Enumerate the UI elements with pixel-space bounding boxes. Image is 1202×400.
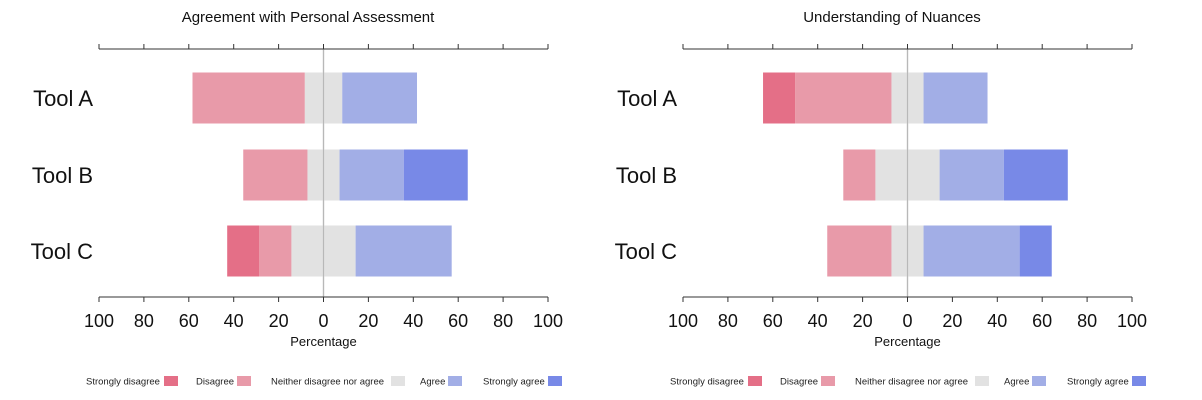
x-tick-label: 100: [668, 311, 698, 331]
x-tick-label: 60: [448, 311, 468, 331]
bar-strongly-disagree-tool-c: [227, 225, 260, 277]
category-label: Tool B: [616, 163, 677, 188]
bar-agree-tool-b: [939, 149, 1004, 201]
legend-label: Strongly agree: [483, 377, 545, 388]
legend-swatch-neutral: [391, 376, 405, 386]
legend-label: Neither disagree nor agree: [855, 377, 968, 388]
x-axis-label: Percentage: [290, 334, 357, 349]
x-tick-label: 40: [403, 311, 423, 331]
x-tick-label: 60: [763, 311, 783, 331]
bar-disagree-tool-a: [192, 72, 305, 124]
legend-swatch-strongly-disagree: [748, 376, 762, 386]
bar-agree-tool-c: [923, 225, 1020, 277]
x-axis-label: Percentage: [874, 334, 941, 349]
x-tick-label: 20: [269, 311, 289, 331]
x-tick-label: 20: [942, 311, 962, 331]
x-tick-label: 80: [493, 311, 513, 331]
x-tick-label: 0: [318, 311, 328, 331]
bar-disagree-tool-c: [827, 225, 892, 277]
legend: Strongly disagree Disagree Neither disagre…: [86, 376, 562, 388]
chart-panel-2: Understanding of Nuances Tool A Tool B Tool…: [615, 9, 1147, 388]
legend-swatch-agree: [448, 376, 462, 386]
bar-agree-tool-a: [342, 72, 418, 124]
bar-strongly-agree-tool-b: [1003, 149, 1068, 201]
x-tick-label: 0: [902, 311, 912, 331]
category-label: Tool A: [33, 86, 93, 111]
x-tick-label: 40: [808, 311, 828, 331]
x-tick-label: 20: [358, 311, 378, 331]
legend: Strongly disagree Disagree Neither disagre…: [670, 376, 1146, 388]
x-tick-label: 80: [134, 311, 154, 331]
x-tick-label: 100: [533, 311, 563, 331]
x-tick-label: 100: [84, 311, 114, 331]
legend-swatch-disagree: [821, 376, 835, 386]
legend-label: Strongly disagree: [670, 377, 744, 388]
legend-swatch-strongly-agree: [1132, 376, 1146, 386]
chart-title: Understanding of Nuances: [803, 9, 981, 26]
legend-label: Agree: [420, 377, 445, 388]
bar-disagree-tool-a: [795, 72, 892, 124]
legend-label: Disagree: [196, 377, 234, 388]
legend-swatch-agree: [1032, 376, 1046, 386]
bar-disagree-tool-c: [259, 225, 292, 277]
bar-disagree-tool-b: [243, 149, 308, 201]
x-tick-label: 40: [224, 311, 244, 331]
x-tick-label: 60: [179, 311, 199, 331]
chart-panel-1: Agreement with Personal Assessment Tool A…: [31, 9, 563, 388]
category-label: Tool C: [615, 239, 677, 264]
x-tick-label: 60: [1032, 311, 1052, 331]
x-tick-label: 20: [853, 311, 873, 331]
bar-agree-tool-a: [923, 72, 988, 124]
legend-label: Neither disagree nor agree: [271, 377, 384, 388]
x-tick-label: 80: [718, 311, 738, 331]
x-tick-label: 100: [1117, 311, 1147, 331]
bar-agree-tool-c: [355, 225, 452, 277]
bar-strongly-disagree-tool-a: [763, 72, 796, 124]
category-label: Tool C: [31, 239, 93, 264]
legend-label: Disagree: [780, 377, 818, 388]
chart-title: Agreement with Personal Assessment: [182, 9, 435, 26]
bar-disagree-tool-b: [843, 149, 876, 201]
category-label: Tool A: [617, 86, 677, 111]
x-tick-label: 80: [1077, 311, 1097, 331]
legend-label: Strongly disagree: [86, 377, 160, 388]
category-label: Tool B: [32, 163, 93, 188]
legend-label: Agree: [1004, 377, 1029, 388]
legend-swatch-neutral: [975, 376, 989, 386]
legend-swatch-strongly-disagree: [164, 376, 178, 386]
x-tick-label: 40: [987, 311, 1007, 331]
legend-swatch-disagree: [237, 376, 251, 386]
legend-swatch-strongly-agree: [548, 376, 562, 386]
bar-strongly-agree-tool-c: [1019, 225, 1052, 277]
bar-strongly-agree-tool-b: [403, 149, 468, 201]
legend-label: Strongly agree: [1067, 377, 1129, 388]
bar-agree-tool-b: [339, 149, 404, 201]
